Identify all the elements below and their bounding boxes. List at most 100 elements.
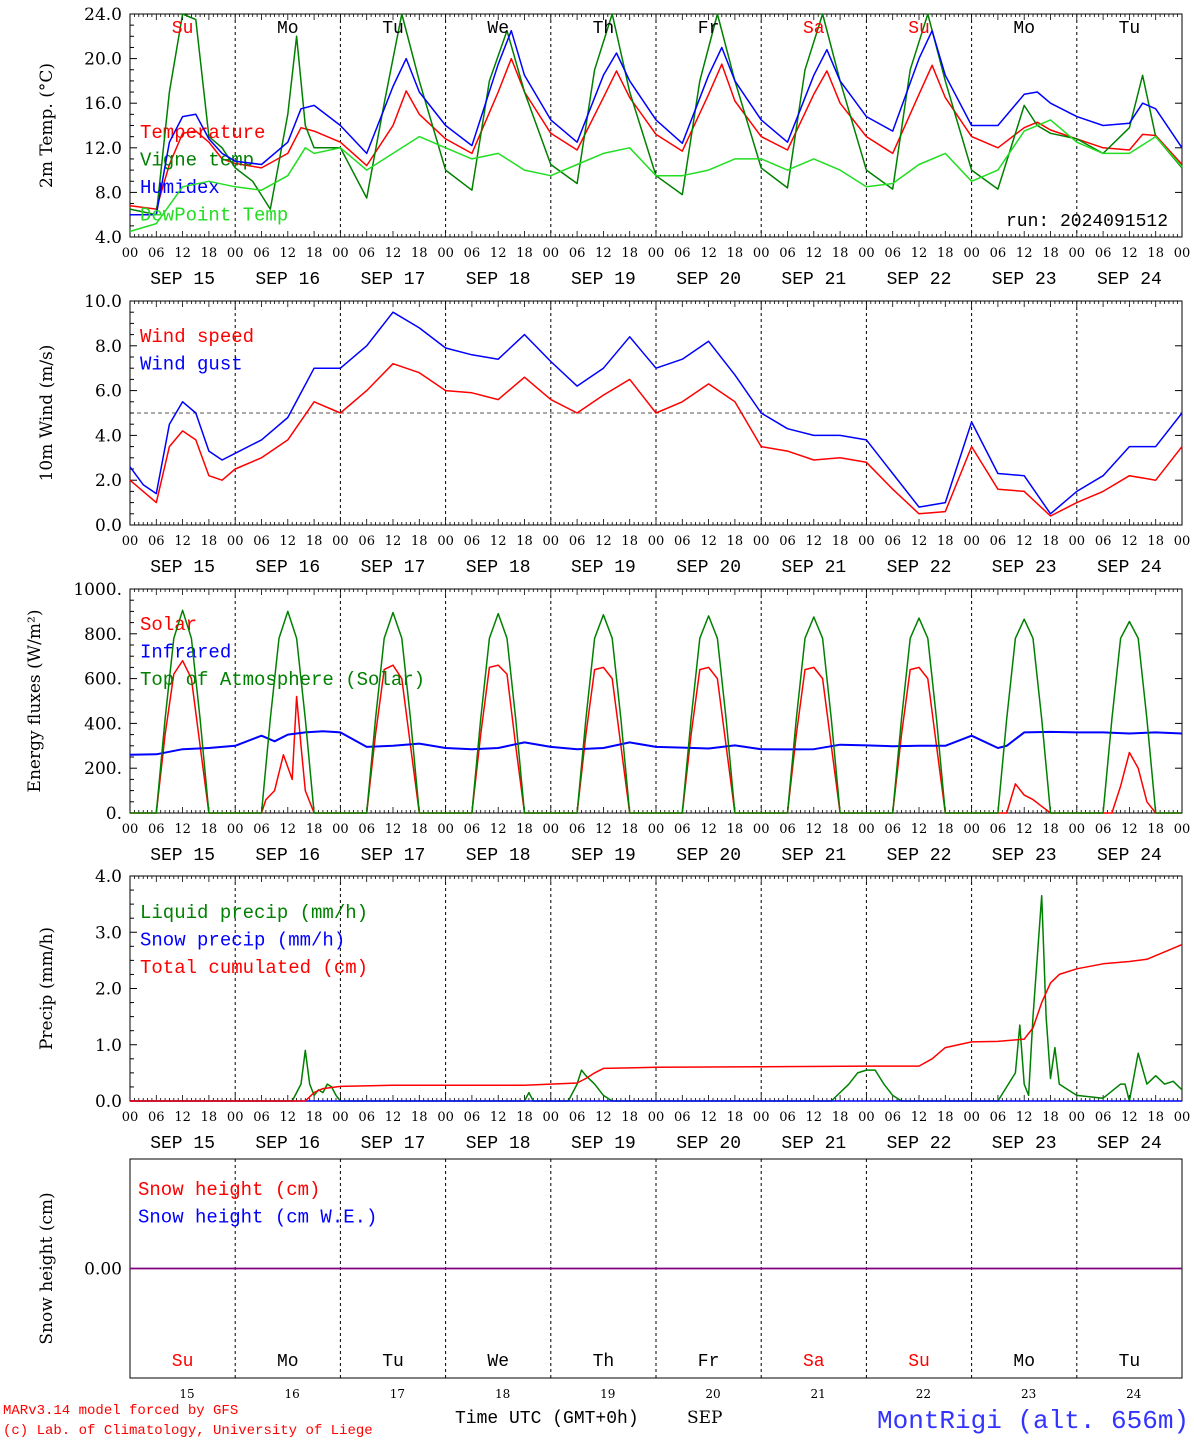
hour-tick-label: 18 bbox=[411, 1110, 428, 1125]
day-name-top: Su bbox=[908, 19, 930, 39]
hour-tick-label: 12 bbox=[595, 822, 612, 837]
hour-tick-label: 00 bbox=[858, 246, 875, 261]
date-label: SEP 21 bbox=[781, 1134, 846, 1154]
date-label: SEP 24 bbox=[1097, 1134, 1162, 1154]
hour-tick-label: 18 bbox=[201, 822, 218, 837]
hour-tick-label: 12 bbox=[385, 1110, 402, 1125]
day-name-bottom: Fr bbox=[698, 1352, 720, 1372]
hour-tick-label: 12 bbox=[700, 822, 717, 837]
hour-tick-label: 00 bbox=[963, 822, 980, 837]
hour-tick-label: 06 bbox=[1095, 534, 1112, 549]
y-tick-label: 24.0 bbox=[84, 5, 122, 25]
legend-entry: Wind gust bbox=[140, 354, 243, 376]
hour-tick-label: 00 bbox=[648, 246, 665, 261]
hour-tick-label: 06 bbox=[358, 246, 375, 261]
date-label: SEP 17 bbox=[361, 846, 426, 866]
date-label: SEP 20 bbox=[676, 1134, 741, 1154]
hour-tick-label: 18 bbox=[306, 822, 323, 837]
day-number: 20 bbox=[705, 1387, 720, 1401]
hour-tick-label: 00 bbox=[648, 822, 665, 837]
legend-entry: Humidex bbox=[140, 177, 220, 199]
day-name-top: Th bbox=[593, 19, 615, 39]
hour-tick-label: 06 bbox=[884, 246, 901, 261]
legend-entry: Wind speed bbox=[140, 326, 254, 348]
hour-tick-label: 12 bbox=[490, 1110, 507, 1125]
hour-tick-label: 00 bbox=[858, 1110, 875, 1125]
hour-tick-label: 06 bbox=[990, 1110, 1007, 1125]
hour-tick-label: 00 bbox=[753, 822, 770, 837]
hour-tick-label: 18 bbox=[201, 1110, 218, 1125]
hour-tick-label: 06 bbox=[1095, 1110, 1112, 1125]
y-axis-label: Energy fluxes (W/m²) bbox=[25, 610, 45, 793]
day-name-bottom: Mo bbox=[277, 1352, 299, 1372]
date-label: SEP 21 bbox=[781, 846, 846, 866]
hour-tick-label: 12 bbox=[700, 534, 717, 549]
date-label: SEP 15 bbox=[150, 270, 215, 290]
hour-tick-label: 12 bbox=[1016, 822, 1033, 837]
legend-entry: Top of Atmosphere (Solar) bbox=[140, 669, 425, 691]
y-tick-label: 3.0 bbox=[95, 923, 122, 943]
hour-tick-label: 00 bbox=[332, 1110, 349, 1125]
hour-tick-label: 18 bbox=[727, 534, 744, 549]
hour-tick-label: 12 bbox=[280, 246, 297, 261]
date-label: SEP 18 bbox=[466, 1134, 531, 1154]
hour-tick-label: 06 bbox=[674, 534, 691, 549]
date-label: SEP 16 bbox=[255, 1134, 320, 1154]
y-axis-label: Snow height (cm) bbox=[37, 1192, 57, 1344]
hour-tick-label: 12 bbox=[1016, 246, 1033, 261]
hour-tick-label: 06 bbox=[358, 1110, 375, 1125]
hour-tick-label: 12 bbox=[595, 246, 612, 261]
day-name-bottom: Su bbox=[908, 1352, 930, 1372]
hour-tick-label: 18 bbox=[621, 534, 638, 549]
hour-tick-label: 06 bbox=[358, 534, 375, 549]
y-tick-label: 600. bbox=[84, 670, 122, 690]
hour-tick-label: 00 bbox=[227, 1110, 244, 1125]
hour-tick-label: 06 bbox=[148, 1110, 165, 1125]
y-tick-label: 0.00 bbox=[84, 1260, 122, 1280]
y-tick-label: 2.0 bbox=[95, 471, 122, 491]
date-label: SEP 19 bbox=[571, 1134, 636, 1154]
y-tick-label: 1000. bbox=[73, 580, 122, 600]
legend-entry: Infrared bbox=[140, 642, 231, 664]
hour-tick-label: 12 bbox=[806, 246, 823, 261]
hour-tick-label: 06 bbox=[990, 534, 1007, 549]
hour-tick-label: 12 bbox=[1121, 534, 1138, 549]
y-axis-label: 2m Temp. (°C) bbox=[37, 63, 57, 188]
y-tick-label: 4.0 bbox=[95, 426, 122, 446]
hour-tick-label: 00 bbox=[543, 534, 560, 549]
hour-tick-label: 18 bbox=[516, 534, 533, 549]
hour-tick-label: 00 bbox=[648, 534, 665, 549]
hour-tick-label: 12 bbox=[280, 534, 297, 549]
date-label: SEP 24 bbox=[1097, 846, 1162, 866]
hour-tick-label: 00 bbox=[227, 246, 244, 261]
hour-tick-label: 18 bbox=[411, 246, 428, 261]
date-label: SEP 16 bbox=[255, 558, 320, 578]
date-label: SEP 16 bbox=[255, 270, 320, 290]
y-tick-label: 8.0 bbox=[95, 337, 122, 357]
hour-tick-label: 06 bbox=[779, 822, 796, 837]
date-label: SEP 19 bbox=[571, 270, 636, 290]
hour-tick-label: 12 bbox=[595, 534, 612, 549]
footer-model: MARv3.14 model forced by GFS bbox=[3, 1403, 238, 1419]
legend-entry: Vigne temp bbox=[140, 150, 254, 172]
y-tick-label: 20.0 bbox=[84, 50, 122, 70]
panel-1: 4.0 8.0 12.0 16.0 20.0 24.0 2m Temp. (°C) Tempe… bbox=[37, 5, 1190, 290]
hour-tick-label: 18 bbox=[727, 1110, 744, 1125]
hour-tick-label: 06 bbox=[884, 822, 901, 837]
date-label: SEP 24 bbox=[1097, 558, 1162, 578]
site-title: MontRigi (alt. 656m) bbox=[877, 1406, 1189, 1436]
day-number: 17 bbox=[390, 1387, 405, 1401]
date-label: SEP 15 bbox=[150, 1134, 215, 1154]
hour-tick-label: 18 bbox=[201, 534, 218, 549]
date-label: SEP 23 bbox=[992, 846, 1057, 866]
hour-tick-label: 12 bbox=[280, 822, 297, 837]
date-label: SEP 17 bbox=[361, 270, 426, 290]
y-tick-label: 4.0 bbox=[95, 228, 122, 248]
x-minor-ticks bbox=[129, 301, 1183, 525]
hour-tick-label: 00 bbox=[858, 534, 875, 549]
hour-tick-label: 12 bbox=[1016, 534, 1033, 549]
day-name-bottom: Sa bbox=[803, 1352, 825, 1372]
hour-tick-label: 00 bbox=[543, 246, 560, 261]
date-label: SEP 22 bbox=[887, 270, 952, 290]
hour-tick-label: 12 bbox=[490, 534, 507, 549]
